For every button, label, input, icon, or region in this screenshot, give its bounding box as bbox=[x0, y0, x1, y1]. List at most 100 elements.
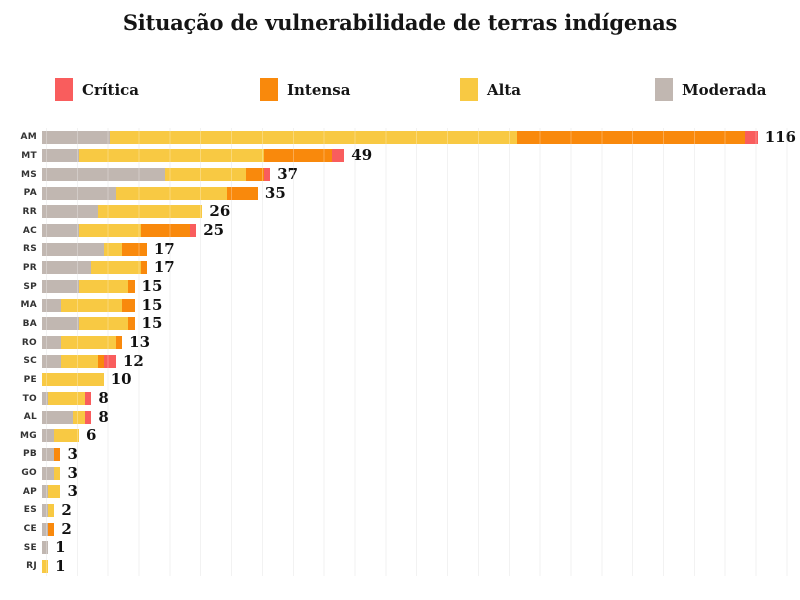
bar-segment-sp-alta[interactable] bbox=[79, 280, 129, 294]
legend-label: Crítica bbox=[82, 80, 140, 99]
bar-segment-ms-intensa[interactable] bbox=[245, 168, 265, 182]
bar-segment-pa-intensa[interactable] bbox=[227, 186, 258, 200]
bar-segment-es-moderada[interactable] bbox=[42, 503, 49, 517]
bar-segment-ac-critica[interactable] bbox=[190, 224, 197, 238]
bar-segment-ma-alta[interactable] bbox=[60, 298, 123, 312]
state-label-ms: MS bbox=[20, 169, 37, 180]
bar-row-ce: CE 2 bbox=[0, 520, 800, 539]
bar-row-ap: AP 3 bbox=[0, 482, 800, 501]
bar-segment-sc-moderada[interactable] bbox=[42, 354, 61, 368]
bar-segment-ms-moderada[interactable] bbox=[42, 168, 166, 182]
legend-label: Alta bbox=[487, 80, 521, 99]
bar-segment-ms-critica[interactable] bbox=[264, 168, 271, 182]
bar-segment-pr-moderada[interactable] bbox=[42, 261, 92, 275]
bar-segment-rj-alta[interactable] bbox=[42, 559, 49, 573]
legend-label: Moderada bbox=[682, 80, 767, 99]
bar-segment-mt-intensa[interactable] bbox=[264, 149, 332, 163]
bar-segment-ms-alta[interactable] bbox=[165, 168, 246, 182]
bar-segment-pr-intensa[interactable] bbox=[140, 261, 147, 275]
bar-segment-am-intensa[interactable] bbox=[517, 130, 746, 144]
bar-segment-rr-alta[interactable] bbox=[97, 205, 203, 219]
bar-segment-pa-alta[interactable] bbox=[116, 186, 228, 200]
bar-segment-sp-moderada[interactable] bbox=[42, 280, 80, 294]
bar-segment-ma-moderada[interactable] bbox=[42, 298, 61, 312]
bar-segment-ba-intensa[interactable] bbox=[128, 317, 135, 331]
chart-title: Situação de vulnerabilidade de terras in… bbox=[122, 10, 678, 35]
legend-item-intensa[interactable]: Intensa bbox=[260, 78, 350, 101]
bar-segment-sp-intensa[interactable] bbox=[128, 280, 135, 294]
bar-segment-pr-alta[interactable] bbox=[91, 261, 141, 275]
value-label-go: 3 bbox=[67, 463, 78, 482]
bar-segment-to-alta[interactable] bbox=[48, 392, 86, 406]
bar-segment-al-moderada[interactable] bbox=[42, 410, 73, 424]
stacked-bar-ba bbox=[42, 317, 135, 331]
bar-segment-rr-moderada[interactable] bbox=[42, 205, 98, 219]
bar-segment-pe-alta[interactable] bbox=[42, 373, 104, 387]
stacked-bar-ms bbox=[42, 168, 271, 182]
legend-item-critica[interactable]: Crítica bbox=[55, 78, 139, 101]
bar-segment-ap-alta[interactable] bbox=[48, 485, 61, 499]
bar-segment-ba-moderada[interactable] bbox=[42, 317, 80, 331]
value-label-ap: 3 bbox=[67, 482, 78, 501]
stacked-bar-sp bbox=[42, 280, 135, 294]
bar-segment-am-moderada[interactable] bbox=[42, 130, 110, 144]
bar-segment-ma-intensa[interactable] bbox=[122, 298, 135, 312]
bar-segment-al-alta[interactable] bbox=[72, 410, 86, 424]
bar-segment-go-moderada[interactable] bbox=[42, 466, 55, 480]
bar-segment-mt-alta[interactable] bbox=[79, 149, 265, 163]
bar-segment-mg-alta[interactable] bbox=[54, 429, 79, 443]
stacked-bar-pb bbox=[42, 447, 61, 461]
state-label-mt: MT bbox=[21, 150, 37, 161]
bar-segment-go-alta[interactable] bbox=[54, 466, 61, 480]
bar-segment-sc-intensa[interactable] bbox=[97, 354, 104, 368]
bar-segment-sc-critica[interactable] bbox=[103, 354, 116, 368]
bar-segment-mt-moderada[interactable] bbox=[42, 149, 80, 163]
legend-swatch bbox=[655, 78, 673, 101]
state-label-ba: BA bbox=[22, 318, 37, 329]
legend-item-moderada[interactable]: Moderada bbox=[655, 78, 766, 101]
bar-segment-pb-moderada[interactable] bbox=[42, 447, 55, 461]
bar-segment-ro-moderada[interactable] bbox=[42, 336, 61, 350]
bar-segment-ce-intensa[interactable] bbox=[48, 522, 55, 536]
bar-segment-ro-alta[interactable] bbox=[60, 336, 117, 350]
bar-segment-mt-critica[interactable] bbox=[331, 149, 345, 163]
value-label-ac: 25 bbox=[203, 221, 225, 240]
bar-row-sc: SC 12 bbox=[0, 352, 800, 371]
bar-segment-ac-intensa[interactable] bbox=[140, 224, 191, 238]
bar-row-al: AL 8 bbox=[0, 408, 800, 427]
bar-segment-ce-moderada[interactable] bbox=[42, 522, 49, 536]
bar-segment-ac-alta[interactable] bbox=[79, 224, 141, 238]
bar-segment-ba-alta[interactable] bbox=[79, 317, 129, 331]
legend-swatch bbox=[260, 78, 278, 101]
bar-segment-es-alta[interactable] bbox=[48, 503, 55, 517]
bar-segment-se-moderada[interactable] bbox=[42, 541, 49, 555]
bar-segment-mg-moderada[interactable] bbox=[42, 429, 55, 443]
bar-segment-al-critica[interactable] bbox=[85, 410, 92, 424]
value-label-mg: 6 bbox=[86, 426, 97, 445]
state-label-pa: PA bbox=[23, 188, 37, 199]
state-label-mg: MG bbox=[20, 430, 37, 441]
bar-segment-ro-intensa[interactable] bbox=[116, 336, 123, 350]
stacked-bar-am bbox=[42, 130, 758, 144]
state-label-ac: AC bbox=[22, 225, 37, 236]
bar-segment-to-critica[interactable] bbox=[85, 392, 92, 406]
bar-segment-rs-intensa[interactable] bbox=[122, 242, 147, 256]
state-label-ma: MA bbox=[20, 300, 37, 311]
bar-segment-sc-alta[interactable] bbox=[60, 354, 98, 368]
bar-row-to: TO 8 bbox=[0, 389, 800, 408]
value-label-ce: 2 bbox=[61, 519, 72, 538]
bar-row-go: GO 3 bbox=[0, 464, 800, 483]
legend-item-alta[interactable]: Alta bbox=[460, 78, 521, 101]
value-label-se: 1 bbox=[55, 538, 66, 557]
bar-segment-rs-moderada[interactable] bbox=[42, 242, 104, 256]
bar-segment-am-critica[interactable] bbox=[745, 130, 758, 144]
bar-segment-ap-moderada[interactable] bbox=[42, 485, 49, 499]
bar-segment-pb-intensa[interactable] bbox=[54, 447, 61, 461]
bar-segment-pa-moderada[interactable] bbox=[42, 186, 117, 200]
bar-segment-am-alta[interactable] bbox=[109, 130, 518, 144]
bar-segment-ac-moderada[interactable] bbox=[42, 224, 80, 238]
state-label-ap: AP bbox=[22, 486, 37, 497]
bar-segment-rs-alta[interactable] bbox=[103, 242, 123, 256]
bar-segment-to-moderada[interactable] bbox=[42, 392, 49, 406]
